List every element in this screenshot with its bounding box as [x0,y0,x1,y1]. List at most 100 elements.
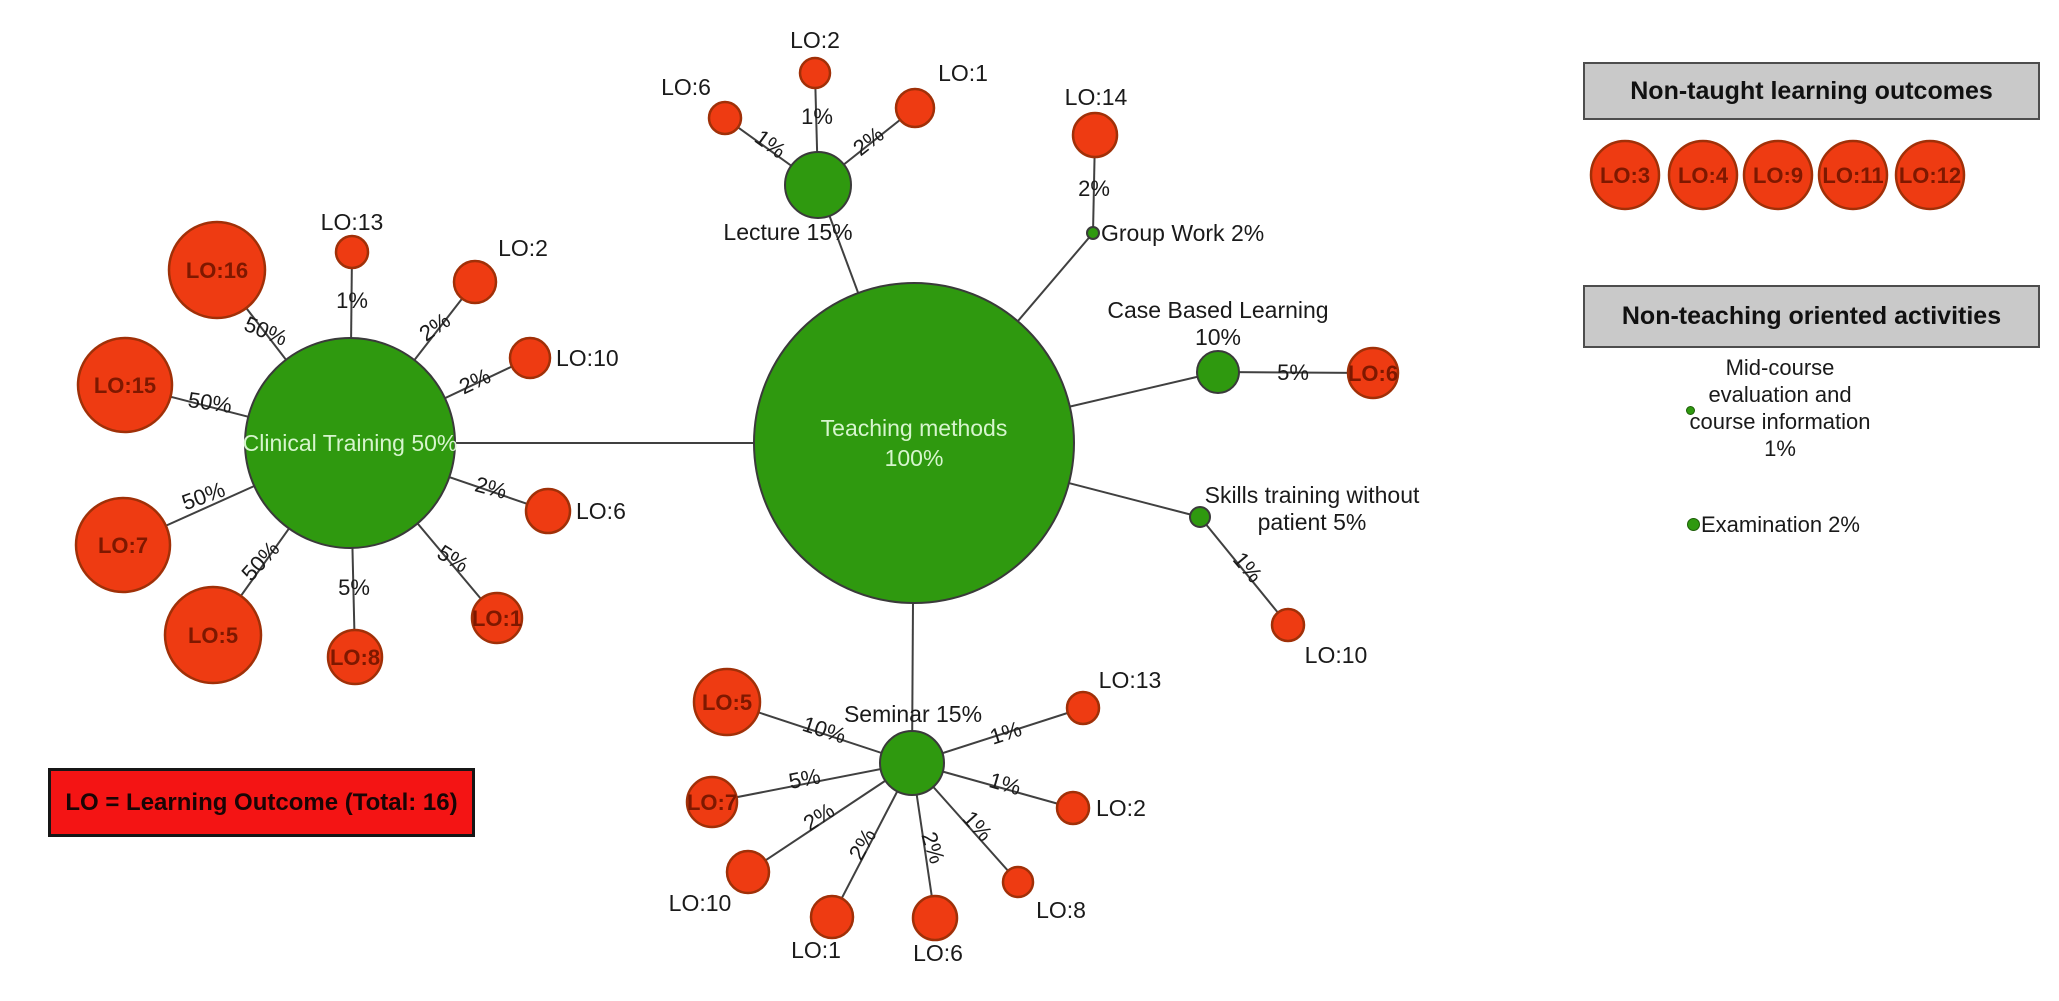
node-label-sem_lo6: LO:6 [913,940,963,966]
node-label-c_lo1: LO:1 [472,606,522,631]
node-lecture [784,151,852,219]
node-label-cbl_lo6: LO:6 [1348,361,1398,386]
node-label-seminar: Seminar 15% [844,701,982,727]
edge-label-cbl-lo6: 5% [1277,360,1309,385]
node-label-l_lo2: LO:2 [790,27,840,53]
non-teaching-activities-title: Non-teaching oriented activities [1621,302,2002,330]
node-l_lo6 [707,100,743,136]
node-label-cbl-1: 10% [1195,324,1241,350]
node-seminar [879,730,945,796]
edge-skills-lo10 [1199,516,1289,626]
node-groupwork [1086,226,1100,240]
lo-note-box: LO = Learning Outcome (Total: 16) [48,768,475,837]
node-l_lo1 [894,87,936,129]
node-leg_lo9 [1742,139,1814,211]
node-leg_lo4 [1667,139,1739,211]
node-sem_lo2 [1055,790,1091,826]
edge-label-clinical-lo15: 50% [186,387,233,418]
node-label-leg_lo4: LO:4 [1678,163,1729,188]
edge-label-clinical-lo13: 1% [336,288,368,313]
node-sem_lo1 [809,894,855,940]
edge-label-clinical-lo10: 2% [455,363,494,399]
node-label-c_lo16: LO:16 [186,258,248,283]
mid-course-line-1: Mid-course [1725,355,1835,380]
node-clinical [244,337,456,549]
node-label-c_lo13: LO:13 [321,209,384,235]
edge-label-clinical-lo1: 5% [433,540,473,578]
edge-label-clinical-lo16: 50% [241,311,291,351]
node-sem_lo5 [692,667,762,737]
examination-dot-icon [1687,518,1700,531]
node-c_lo8 [326,628,384,686]
node-teaching [753,282,1075,604]
mid-course-item: Mid-course evaluation and course informa… [1685,354,1875,462]
edge-label-groupwork-lo14: 2% [1078,176,1110,201]
node-label-lo14: LO:14 [1065,84,1128,110]
node-c_lo10 [508,336,552,380]
node-c_lo13 [334,234,370,270]
node-c_lo6 [524,487,572,535]
edge-label-seminar-lo13: 1% [987,716,1025,750]
edge-label-seminar-lo1: 2% [844,824,882,864]
node-label-leg_lo3: LO:3 [1600,163,1650,188]
node-label-sem_lo5: LO:5 [702,690,752,715]
node-c_lo16 [167,220,267,320]
node-c_lo15 [76,336,174,434]
node-label-c_lo5: LO:5 [188,623,238,648]
node-sem_lo7 [685,775,739,829]
node-label-lecture: Lecture 15% [723,219,852,245]
node-label-teaching-0: Teaching methods [821,415,1008,441]
lo-note-text: LO = Learning Outcome (Total: 16) [65,788,458,816]
edge-label-seminar-lo7: 5% [787,763,823,794]
node-label-skills-0: Skills training without [1205,482,1420,508]
edge-label-clinical-lo8: 5% [338,575,370,600]
node-lo14 [1071,111,1119,159]
node-label-sem_lo13: LO:13 [1099,667,1162,693]
edge-seminar-lo7 [711,762,913,803]
mid-course-line-3: course information [1689,409,1871,434]
node-leg_lo12 [1894,139,1966,211]
node-c_lo2 [452,259,498,305]
edge-label-skills-lo10: 1% [1228,547,1268,587]
node-label-leg_lo9: LO:9 [1753,163,1803,188]
mid-course-dot-icon [1686,406,1695,415]
node-label-skills-1: patient 5% [1258,509,1367,535]
edge-label-clinical-lo6: 2% [472,472,509,504]
node-label-groupwork: Group Work 2% [1101,220,1264,246]
node-c_lo1 [470,591,524,645]
node-label-teaching-1: 100% [885,445,944,471]
node-leg_lo3 [1589,139,1661,211]
node-label-leg_lo12: LO:12 [1899,163,1961,188]
node-c_lo5 [163,585,263,685]
node-label-sem_lo10: LO:10 [669,890,732,916]
non-teaching-activities-header: Non-teaching oriented activities [1583,285,2040,348]
edge-label-seminar-lo5: 10% [800,711,850,748]
non-taught-outcomes-header: Non-taught learning outcomes [1583,62,2040,120]
examination-item: Examination 2% [1701,512,1860,537]
node-label-c_lo10: LO:10 [556,345,619,371]
node-label-c_lo15: LO:15 [94,373,156,398]
node-sem_lo10 [725,849,771,895]
node-label-s_lo10: LO:10 [1305,642,1368,668]
node-label-clinical: Clinical Training 50% [243,430,458,456]
mid-course-line-2: evaluation and [1708,382,1852,407]
node-label-sem_lo2: LO:2 [1096,795,1146,821]
edge-label-seminar-lo2: 1% [986,767,1023,800]
node-label-sem_lo1: LO:1 [791,937,841,963]
edge-label-lecture-lo2: 1% [801,104,833,129]
node-c_lo7 [74,496,172,594]
node-leg_lo11 [1817,139,1889,211]
node-l_lo2 [798,56,832,90]
node-label-c_lo8: LO:8 [330,645,380,670]
node-label-cbl-0: Case Based Learning [1107,297,1328,323]
non-taught-outcomes-title: Non-taught learning outcomes [1630,76,1993,105]
node-label-c_lo6: LO:6 [576,498,626,524]
node-label-sem_lo7: LO:7 [687,790,737,815]
edge-label-lecture-lo1: 2% [848,121,888,160]
node-cbl_lo6 [1346,346,1400,400]
node-label-leg_lo11: LO:11 [1822,163,1883,188]
node-label-l_lo1: LO:1 [938,60,988,86]
node-s_lo10 [1270,607,1306,643]
